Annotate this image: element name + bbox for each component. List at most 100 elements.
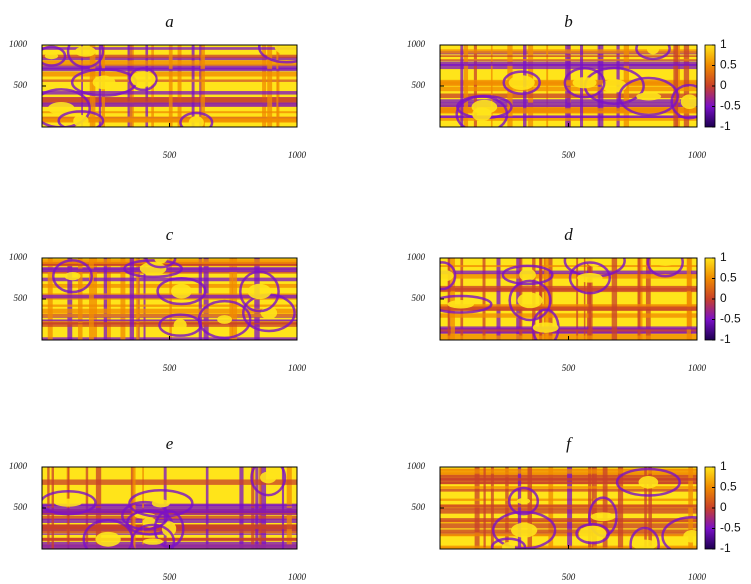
y-tick-label: 1000 (407, 461, 426, 471)
x-tick-label: 500 (562, 150, 576, 160)
x-tick-label: 1000 (288, 572, 307, 582)
heatmap-texture (508, 75, 535, 91)
heatmap-texture (44, 53, 59, 60)
y-tick-label: 1000 (407, 39, 426, 49)
heatmap-texture (502, 542, 516, 549)
heatmap-texture (276, 45, 279, 127)
heatmap-texture (440, 327, 697, 332)
heatmap-texture (239, 270, 280, 313)
colorbar-tick-label: 1 (720, 250, 727, 264)
colorbar-tick-label: 0.5 (720, 58, 737, 72)
y-tick-label: 500 (14, 293, 28, 303)
heatmap-texture (260, 471, 277, 484)
heatmap-texture (128, 488, 194, 518)
heatmap-texture (95, 531, 121, 547)
heatmap-texture (440, 481, 697, 485)
heatmap-texture (42, 268, 297, 272)
heatmap-texture (139, 262, 167, 276)
heatmap-texture (440, 118, 697, 121)
panel-title: f (566, 434, 573, 453)
heatmap-texture (597, 45, 601, 127)
heatmap-texture (575, 522, 610, 545)
x-tick-label: 500 (163, 150, 177, 160)
heatmap-texture (611, 258, 618, 340)
colorbar-tick-label: -1 (720, 332, 731, 346)
heatmap-texture (440, 518, 697, 522)
heatmap-texture (89, 45, 94, 127)
heatmap-texture (123, 259, 184, 279)
heatmap-texture (154, 258, 168, 264)
heatmap-texture (92, 45, 96, 127)
heatmap-texture (128, 67, 158, 92)
heatmap-texture (42, 479, 297, 485)
heatmap-texture (680, 94, 697, 110)
heatmap-texture (42, 490, 97, 516)
heatmap-texture (42, 91, 297, 95)
heatmap-texture (258, 45, 297, 64)
heatmap-texture (632, 539, 658, 549)
heatmap-texture (440, 59, 697, 61)
heatmap-texture (517, 292, 543, 309)
heatmap-texture (501, 264, 554, 286)
x-tick-label: 500 (163, 572, 177, 582)
colorbar-tick-label: -0.5 (720, 312, 741, 326)
heatmap-texture (655, 258, 676, 266)
heatmap-texture (508, 279, 552, 322)
heatmap-texture (161, 521, 177, 537)
heatmap-texture (75, 45, 96, 57)
heatmap-texture (42, 271, 297, 274)
heatmap-texture (42, 504, 297, 507)
heatmap-texture (217, 315, 233, 324)
heatmap-texture (156, 277, 207, 306)
heatmap-texture (168, 45, 173, 127)
heatmap-texture (472, 107, 492, 122)
heatmap-texture (578, 525, 607, 542)
heatmap-texture (73, 114, 89, 127)
y-tick-label: 1000 (407, 252, 426, 262)
heatmap-texture (247, 283, 272, 300)
heatmap-texture (602, 467, 608, 549)
heatmap-texture (563, 66, 606, 99)
heatmap-texture (42, 304, 297, 307)
y-tick-label: 1000 (9, 39, 28, 49)
heatmap-texture (42, 68, 297, 72)
heatmap-texture (683, 530, 697, 543)
heatmap-texture (47, 101, 75, 115)
heatmap-texture (440, 55, 697, 57)
heatmap-texture (440, 270, 697, 275)
heatmap-texture (54, 498, 83, 507)
heatmap-texture (638, 475, 659, 489)
y-tick-label: 500 (14, 502, 28, 512)
heatmap-texture (42, 308, 297, 314)
heatmap-texture (455, 95, 509, 127)
heatmap-texture (460, 258, 464, 340)
heatmap-texture (661, 515, 697, 549)
heatmap-texture (42, 322, 297, 327)
heatmap-texture (507, 486, 540, 516)
colorbar-tick-label: 0.5 (720, 271, 737, 285)
heatmap-texture (502, 70, 541, 95)
heatmap-texture (572, 77, 597, 89)
heatmap-texture (262, 45, 267, 127)
heatmap-texture (511, 522, 538, 538)
heatmap-texture (151, 499, 170, 508)
heatmap-texture (42, 319, 297, 322)
colorbar-tick-label: -1 (720, 119, 731, 133)
heatmap-texture (645, 258, 651, 340)
heatmap-texture (440, 334, 697, 336)
heatmap (440, 258, 697, 340)
heatmap-texture (447, 258, 450, 340)
x-tick-label: 1000 (288, 363, 307, 373)
heatmap-texture (646, 45, 660, 55)
heatmap-texture (673, 45, 679, 127)
heatmap-texture (440, 49, 697, 54)
heatmap-texture (507, 45, 513, 127)
heatmap-texture (440, 86, 697, 92)
heatmap-texture (517, 467, 522, 549)
x-tick-label: 500 (163, 363, 177, 373)
y-tick-label: 1000 (9, 252, 28, 262)
x-tick-label: 1000 (288, 150, 307, 160)
heatmap-texture (440, 269, 454, 282)
heatmap-texture (42, 283, 297, 288)
